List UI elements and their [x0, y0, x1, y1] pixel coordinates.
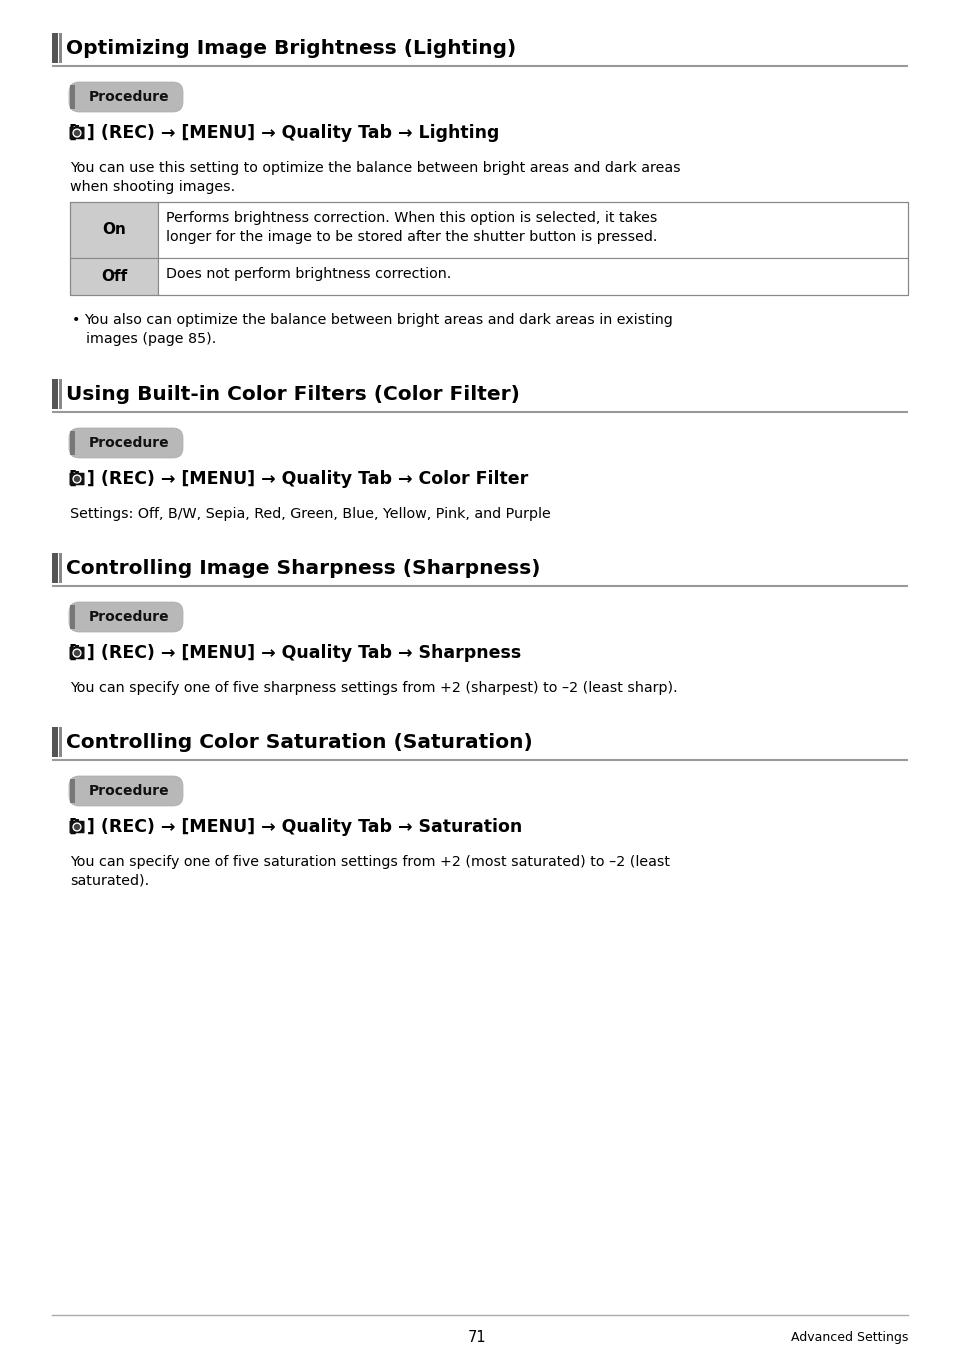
Bar — [70, 432, 75, 455]
Bar — [59, 727, 62, 757]
Bar — [70, 202, 158, 258]
Text: Settings: Off, B/W, Sepia, Red, Green, Blue, Yellow, Pink, and Purple: Settings: Off, B/W, Sepia, Red, Green, B… — [70, 508, 550, 521]
Bar — [59, 554, 62, 584]
Text: You also can optimize the balance between bright areas and dark areas in existin: You also can optimize the balance betwee… — [84, 313, 672, 327]
Bar — [52, 554, 58, 584]
Bar — [52, 379, 58, 408]
Circle shape — [74, 130, 79, 136]
FancyBboxPatch shape — [69, 81, 183, 113]
Bar — [70, 779, 75, 803]
Text: ] (REC) → [MENU] → Quality Tab → Saturation: ] (REC) → [MENU] → Quality Tab → Saturat… — [87, 818, 521, 836]
Text: saturated).: saturated). — [70, 874, 149, 887]
Text: You can use this setting to optimize the balance between bright areas and dark a: You can use this setting to optimize the… — [70, 161, 679, 175]
Text: Procedure: Procedure — [89, 90, 169, 104]
Text: images (page 85).: images (page 85). — [86, 332, 216, 346]
Text: You can specify one of five saturation settings from +2 (most saturated) to –2 (: You can specify one of five saturation s… — [70, 855, 669, 868]
Bar — [158, 258, 907, 294]
Bar — [70, 605, 75, 630]
Text: Procedure: Procedure — [89, 784, 169, 798]
Bar — [70, 258, 158, 294]
Text: [: [ — [69, 123, 77, 142]
Circle shape — [74, 825, 79, 829]
Circle shape — [73, 475, 81, 483]
Circle shape — [74, 476, 79, 482]
Bar — [52, 727, 58, 757]
Text: •: • — [71, 313, 80, 327]
FancyBboxPatch shape — [69, 776, 183, 806]
FancyBboxPatch shape — [70, 647, 85, 660]
Text: Controlling Image Sharpness (Sharpness): Controlling Image Sharpness (Sharpness) — [66, 559, 540, 578]
Text: ] (REC) → [MENU] → Quality Tab → Lighting: ] (REC) → [MENU] → Quality Tab → Lightin… — [87, 123, 498, 142]
Text: [: [ — [69, 818, 77, 836]
Text: Procedure: Procedure — [89, 611, 169, 624]
Bar — [59, 33, 62, 62]
Bar — [70, 202, 907, 294]
Text: ] (REC) → [MENU] → Quality Tab → Color Filter: ] (REC) → [MENU] → Quality Tab → Color F… — [87, 470, 528, 489]
Text: [: [ — [69, 470, 77, 489]
Bar — [74, 125, 79, 129]
Circle shape — [73, 129, 81, 137]
Text: Optimizing Image Brightness (Lighting): Optimizing Image Brightness (Lighting) — [66, 38, 516, 57]
Bar — [70, 85, 75, 109]
Bar — [74, 646, 79, 649]
FancyBboxPatch shape — [70, 472, 85, 486]
Text: 71: 71 — [467, 1330, 486, 1345]
Circle shape — [74, 650, 79, 655]
Text: On: On — [102, 223, 126, 237]
Text: Advanced Settings: Advanced Settings — [790, 1330, 907, 1343]
Bar — [158, 202, 907, 258]
Text: when shooting images.: when shooting images. — [70, 180, 234, 194]
Text: Does not perform brightness correction.: Does not perform brightness correction. — [166, 267, 451, 281]
Text: [: [ — [69, 645, 77, 662]
FancyBboxPatch shape — [70, 821, 85, 833]
Text: Performs brightness correction. When this option is selected, it takes: Performs brightness correction. When thi… — [166, 210, 657, 225]
Text: Controlling Color Saturation (Saturation): Controlling Color Saturation (Saturation… — [66, 733, 532, 752]
Text: Procedure: Procedure — [89, 436, 169, 451]
Circle shape — [73, 824, 81, 830]
Circle shape — [73, 649, 81, 657]
Text: Using Built-in Color Filters (Color Filter): Using Built-in Color Filters (Color Filt… — [66, 384, 519, 403]
Text: Off: Off — [101, 269, 127, 284]
FancyBboxPatch shape — [69, 603, 183, 632]
Bar — [74, 471, 79, 474]
Text: longer for the image to be stored after the shutter button is pressed.: longer for the image to be stored after … — [166, 229, 657, 244]
Text: ] (REC) → [MENU] → Quality Tab → Sharpness: ] (REC) → [MENU] → Quality Tab → Sharpne… — [87, 645, 520, 662]
Bar — [74, 820, 79, 822]
Bar — [59, 379, 62, 408]
Bar — [52, 33, 58, 62]
Text: You can specify one of five sharpness settings from +2 (sharpest) to –2 (least s: You can specify one of five sharpness se… — [70, 681, 677, 695]
FancyBboxPatch shape — [69, 427, 183, 459]
FancyBboxPatch shape — [70, 126, 85, 140]
